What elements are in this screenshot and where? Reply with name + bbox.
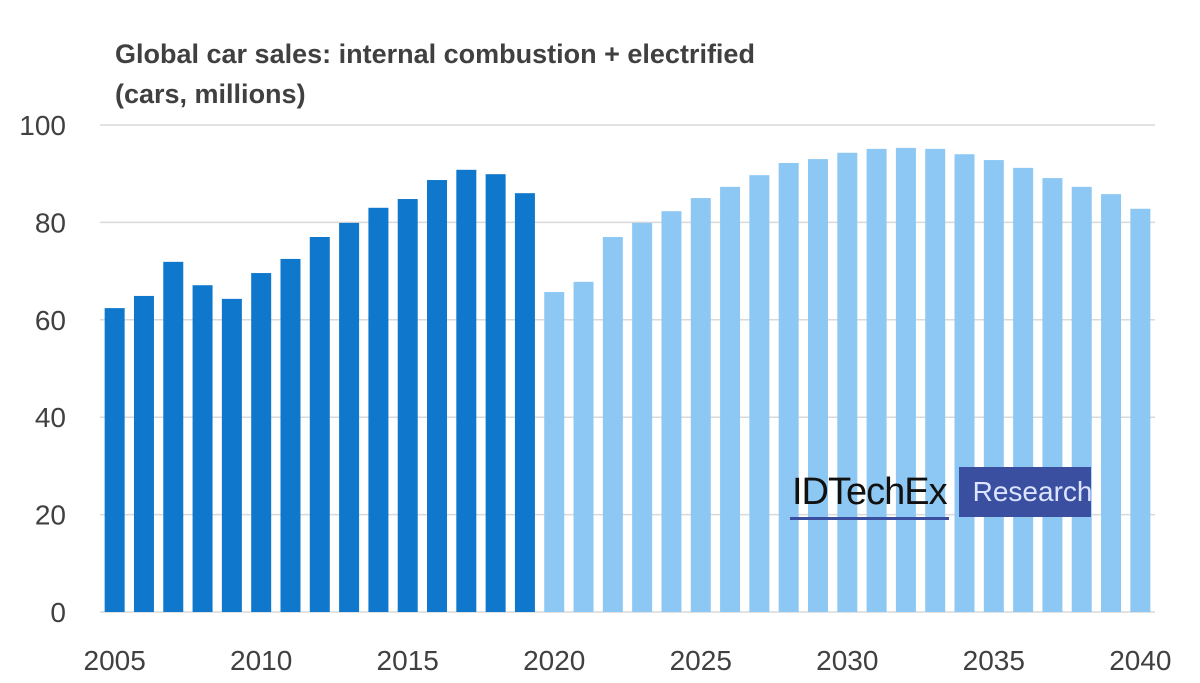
bar-2032 [895, 147, 916, 612]
x-tick-label: 2015 [377, 645, 439, 676]
bar-2018 [485, 174, 506, 612]
x-tick-label: 2025 [670, 645, 732, 676]
x-tick-label: 2030 [816, 645, 878, 676]
bar-2030 [837, 152, 858, 612]
y-tick-label: 80 [35, 207, 66, 238]
bar-2037 [1042, 178, 1063, 612]
logo-badge: Research [958, 467, 1092, 517]
bar-2011 [280, 258, 301, 612]
bar-2019 [514, 193, 535, 612]
bar-2015 [397, 199, 418, 613]
bar-2027 [749, 175, 770, 612]
bar-2039 [1101, 194, 1122, 613]
y-tick-label: 20 [35, 500, 66, 531]
x-tick-label: 2005 [84, 645, 146, 676]
bar-2035 [983, 160, 1004, 612]
bar-2023 [632, 222, 653, 612]
bar-2038 [1071, 186, 1092, 612]
bar-2013 [339, 222, 360, 612]
y-tick-label: 60 [35, 305, 66, 336]
bar-2017 [456, 169, 477, 612]
bar-2040 [1130, 208, 1151, 612]
subtitle-line: (cars, millions) [115, 79, 306, 109]
bar-2008 [192, 285, 213, 612]
bar-2024 [661, 211, 682, 612]
idtechex-logo: IDTechEx Research [790, 467, 1092, 520]
bar-2021 [573, 281, 594, 612]
bar-2007 [163, 261, 184, 612]
bar-2016 [427, 180, 448, 612]
y-tick-label: 0 [50, 597, 66, 628]
bar-2014 [368, 207, 389, 613]
title-line: Global car sales: internal combustion + … [115, 39, 755, 69]
bar-2022 [602, 237, 623, 612]
bar-2006 [133, 295, 154, 612]
logo-name: IDTechEx [790, 470, 949, 520]
bar-2009 [221, 298, 242, 612]
bar-2028 [778, 162, 799, 612]
bar-2026 [720, 186, 741, 612]
chart-title: Global car sales: internal combustion + … [115, 34, 755, 114]
bar-2020 [544, 292, 565, 612]
bar-2033 [925, 148, 946, 612]
bar-2034 [954, 154, 975, 612]
y-tick-label: 40 [35, 402, 66, 433]
x-tick-label: 2035 [963, 645, 1025, 676]
bar-2012 [309, 237, 330, 612]
bar-2005 [104, 308, 125, 612]
x-tick-label: 2010 [230, 645, 292, 676]
bar-2036 [1013, 167, 1034, 612]
bar-2031 [866, 148, 887, 612]
x-tick-label: 2040 [1109, 645, 1171, 676]
x-tick-label: 2020 [523, 645, 585, 676]
bar-2010 [251, 273, 272, 612]
bar-2029 [807, 159, 828, 612]
bar-2025 [690, 198, 711, 613]
y-tick-label: 100 [19, 110, 66, 141]
